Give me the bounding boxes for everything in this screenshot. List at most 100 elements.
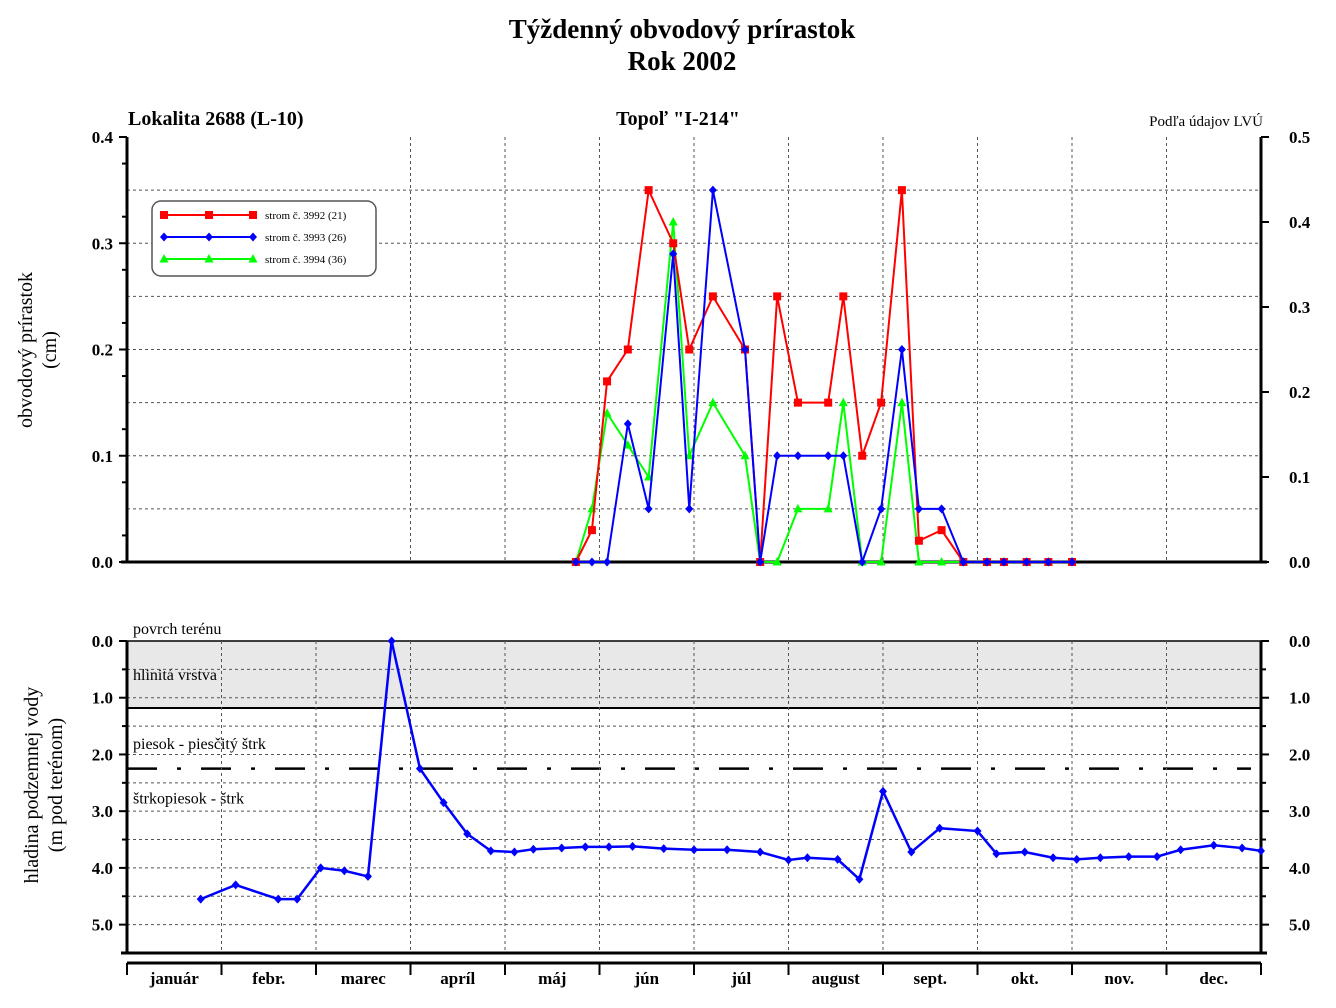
month-label: júl xyxy=(730,969,751,988)
water-level-point xyxy=(803,853,812,863)
water-grid xyxy=(127,641,1261,953)
growth-series xyxy=(571,185,1077,567)
water-level-point xyxy=(879,786,887,796)
water-level-point xyxy=(274,894,283,904)
growth-point xyxy=(623,345,632,354)
month-label: okt. xyxy=(1011,969,1039,988)
water-ytick-label-right: 0.0 xyxy=(1289,632,1310,651)
water-ylabel-line2: (m pod terénom) xyxy=(45,718,67,852)
growth-point xyxy=(603,557,612,567)
growth-y2tick-label: 0.5 xyxy=(1289,128,1310,147)
layer-label-clay: hlinitá vrstva xyxy=(133,667,217,684)
water-level-point xyxy=(1176,845,1185,855)
growth-y2tick-label: 0.1 xyxy=(1289,468,1310,487)
growth-ylabel-line2: (cm) xyxy=(39,331,61,369)
growth-ytick-label: 0.3 xyxy=(92,234,113,253)
water-level-point xyxy=(293,894,302,904)
growth-point xyxy=(897,345,906,354)
month-label: apríl xyxy=(440,969,475,988)
water-level-point xyxy=(723,845,732,855)
water-ytick-label-right: 1.0 xyxy=(1289,689,1310,708)
location-label: Lokalita 2688 (L-10) xyxy=(128,108,304,130)
legend-marker xyxy=(205,232,213,242)
growth-point xyxy=(897,186,906,195)
growth-point xyxy=(741,345,750,354)
growth-point xyxy=(793,503,803,513)
water-level-point xyxy=(231,880,240,890)
legend-label: strom č. 3994 (36) xyxy=(265,254,347,266)
month-label: nov. xyxy=(1104,969,1134,988)
water-ytick-label: 5.0 xyxy=(92,916,113,935)
growth-series-2 xyxy=(571,185,1076,567)
growth-point xyxy=(669,249,678,259)
water-level-point xyxy=(604,842,613,852)
water-level-point xyxy=(628,841,637,851)
growth-point xyxy=(897,397,907,407)
legend-marker xyxy=(160,211,168,219)
growth-y2tick-label: 0.4 xyxy=(1289,213,1311,232)
growth-y2tick-label: 0.2 xyxy=(1289,383,1310,402)
growth-point xyxy=(982,557,991,567)
growth-point xyxy=(685,504,694,514)
water-level-point xyxy=(510,847,519,857)
water-ytick-label-right: 3.0 xyxy=(1289,802,1310,821)
legend-marker xyxy=(249,211,257,219)
water-level-point xyxy=(659,844,668,854)
water-level-point xyxy=(833,854,842,864)
month-label: marec xyxy=(341,969,386,988)
chart-subtitle: Rok 2002 xyxy=(628,46,737,76)
growth-ytick-label: 0.2 xyxy=(92,341,113,360)
legend-marker xyxy=(159,254,169,263)
growth-point xyxy=(877,504,886,514)
water-level-point xyxy=(1238,843,1247,853)
month-label: jún xyxy=(633,969,659,988)
growth-point xyxy=(571,557,580,567)
growth-ytick-label: 0.4 xyxy=(92,128,114,147)
growth-point xyxy=(914,557,924,566)
water-ytick-label: 3.0 xyxy=(92,802,113,821)
growth-point xyxy=(623,419,632,429)
water-level-point xyxy=(1049,853,1058,863)
water-level-point xyxy=(973,826,982,836)
water-panel: povrch terénu hlinitá vrstva piesok - pies… xyxy=(92,621,1310,955)
water-ytick-label-right: 5.0 xyxy=(1289,916,1310,935)
growth-ytick-label: 0.1 xyxy=(92,447,113,466)
growth-point xyxy=(772,557,782,566)
water-level-point xyxy=(581,842,590,852)
growth-point xyxy=(877,398,886,407)
water-axes: 0.0 0.0 1.0 1.0 2.0 2.0 3.0 3.0 4.0 4.0 5.0 5.0 xyxy=(92,632,1310,955)
legend-label: strom č. 3992 (21) xyxy=(265,210,347,222)
water-level-point xyxy=(1072,854,1081,864)
water-level-point xyxy=(387,636,396,646)
legend-marker xyxy=(205,211,213,219)
water-level-point xyxy=(784,855,793,865)
growth-panel: 0.0 0.1 0.2 0.3 0.4 0.0 0.1 0.2 0.3 0.4 0.5 strom … xyxy=(92,128,1311,572)
growth-point xyxy=(773,292,782,301)
growth-point xyxy=(793,451,802,461)
growth-point xyxy=(623,440,633,449)
growth-point xyxy=(858,557,867,567)
growth-point xyxy=(876,557,886,566)
water-ytick-label: 4.0 xyxy=(92,859,113,878)
tree-label: Topoľ "I-214" xyxy=(616,108,740,130)
growth-series-line xyxy=(574,186,1072,563)
growth-point xyxy=(644,504,653,514)
growth-point xyxy=(823,503,833,513)
water-level-point xyxy=(439,798,448,808)
growth-point xyxy=(937,526,946,535)
growth-point xyxy=(1044,557,1053,567)
legend-marker xyxy=(204,254,214,263)
water-ytick-label: 1.0 xyxy=(92,689,113,708)
water-level-point xyxy=(557,843,566,853)
growth-y2tick-label: 0.3 xyxy=(1289,298,1310,317)
growth-point xyxy=(838,397,848,407)
chart-title: Týždenný obvodový prírastok xyxy=(509,14,856,44)
water-level-point xyxy=(529,844,538,854)
growth-point xyxy=(773,451,782,461)
legend-marker xyxy=(249,232,257,242)
growth-point xyxy=(824,398,833,407)
growth-ytick-label: 0.0 xyxy=(92,553,113,572)
water-level-point xyxy=(196,894,205,904)
water-level-point xyxy=(340,866,349,876)
